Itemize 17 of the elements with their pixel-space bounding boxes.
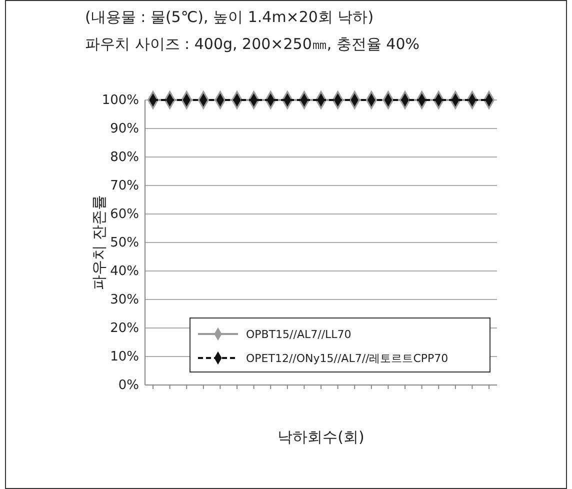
- x-axis-title: 낙하회수(회): [278, 428, 364, 446]
- legend-label: OPET12//ONy15//AL7//레토르트CPP70: [246, 352, 448, 365]
- y-tick-label: 90%: [110, 122, 139, 137]
- y-tick-label: 80%: [110, 150, 139, 166]
- y-tick-label: 50%: [110, 236, 139, 251]
- chart-title: (내용물 : 물(5℃), 높이 1.4m×20회 낙하): [85, 8, 374, 26]
- chart-subtitle: 파우치 사이즈 : 400g, 200×250㎜, 충전율 40%: [85, 35, 420, 53]
- y-tick-label: 20%: [110, 321, 139, 336]
- y-axis-title: 파우치 잔존률: [90, 195, 108, 290]
- y-tick-label: 60%: [110, 207, 139, 222]
- y-tick-label: 100%: [102, 93, 139, 108]
- y-tick-label: 70%: [110, 178, 139, 194]
- y-tick-label: 40%: [110, 264, 139, 280]
- y-tick-label: 0%: [118, 378, 139, 394]
- legend-label: OPBT15//AL7//LL70: [246, 328, 352, 341]
- y-tick-label: 30%: [110, 292, 139, 308]
- y-tick-label: 10%: [110, 350, 139, 365]
